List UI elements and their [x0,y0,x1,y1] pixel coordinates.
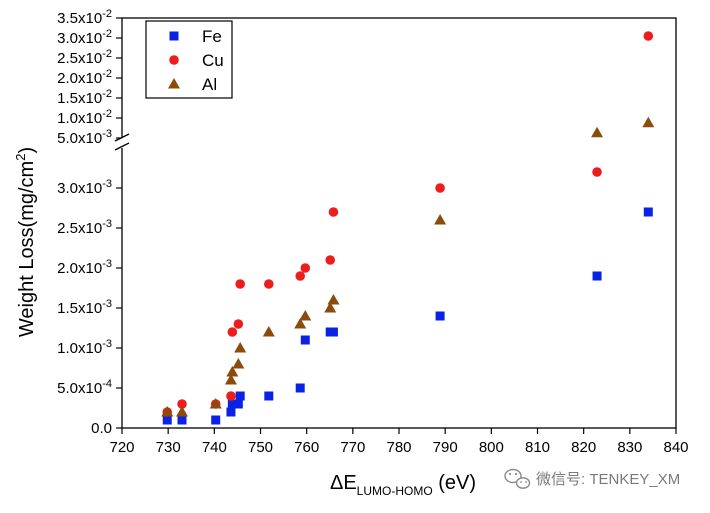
data-point-cu [177,399,187,409]
data-point-al [642,116,655,128]
data-point-cu [295,271,306,281]
data-point-al [161,406,174,417]
y-tick-label: 0.0 [91,420,112,437]
legend-marker-al [168,78,180,89]
data-point-cu [592,167,602,177]
y-tick-label: 2.0x10-3 [57,258,112,277]
data-point-cu [435,183,445,193]
series-fe [162,207,653,425]
y-tick-label: 2.0x10-2 [57,68,112,87]
data-point-cu [643,31,654,41]
series-cu [162,31,654,417]
data-point-fe [295,383,305,393]
data-point-al [327,294,340,305]
x-tick-label: 840 [663,439,688,456]
y-tick-label: 2.5x10-2 [57,48,112,67]
axis-break-mark [114,142,130,151]
data-point-cu [235,279,245,289]
data-point-fe [226,407,236,417]
data-point-fe [643,207,653,217]
data-point-fe [233,399,243,409]
legend: Fe Cu Al [145,20,233,99]
data-point-al [294,318,307,329]
data-point-al [234,342,247,353]
data-point-cu [328,207,339,217]
x-tick-label: 780 [386,439,411,456]
data-point-al [176,406,189,417]
x-axis-title-subscript: LUMO-HOMO [357,484,433,498]
series-al [161,116,655,417]
legend-label-fe: Fe [202,27,222,46]
x-axis-title-unit: (eV) [433,472,476,494]
data-point-al [324,302,337,313]
x-tick-label: 790 [433,439,458,456]
x-tick-label: 810 [525,439,550,456]
legend-label-cu: Cu [202,51,224,70]
data-point-fe [300,335,310,345]
x-tick-label: 720 [109,439,134,456]
data-point-fe [235,391,245,401]
data-point-al [226,366,239,377]
data-point-al [299,310,312,321]
watermark-text: 微信号: TENKEY_XM [536,471,680,488]
x-axis-title-main: ΔE [330,472,357,494]
data-point-al [591,126,604,138]
y-tick-label: 3.0x10-3 [57,178,112,197]
data-point-fe [328,327,338,337]
data-point-fe [162,415,172,425]
data-point-al [232,358,245,369]
data-point-cu [233,319,244,329]
data-point-fe [211,415,221,425]
data-point-fe [264,391,274,401]
y-tick-label: 3.0x10-2 [57,28,112,47]
legend-label-al: Al [202,75,217,94]
data-point-al [434,214,447,225]
y-tick-label: 2.5x10-3 [57,218,112,237]
y-axis-ticks: 0.0 5.0x10-4 1.0x10-3 1.5x10-3 2.0x10-3 2.5x1… [57,8,122,437]
y-axis-title-close: ) [16,147,38,154]
data-point-al [262,326,275,337]
y-axis-title-superscript: 2 [13,154,28,161]
watermark: 微信号: TENKEY_XM [504,468,680,489]
x-tick-label: 770 [340,439,365,456]
data-point-cu [226,391,236,401]
legend-marker-fe [169,31,179,41]
data-point-cu [264,279,274,289]
x-tick-label: 800 [479,439,504,456]
y-axis-title-main: Weight Loss(mg/cm [16,161,38,337]
x-tick-label: 820 [571,439,596,456]
y-tick-label: 3.5x10-2 [57,8,112,27]
wechat-icon [504,468,531,489]
data-point-fe [592,271,602,281]
data-point-cu [300,263,311,273]
data-point-cu [227,327,238,337]
x-axis-title: ΔELUMO-HOMO (eV) [330,472,476,498]
data-point-al [209,398,222,409]
x-tick-label: 750 [248,439,273,456]
axis-break-gap [116,138,128,148]
x-tick-label: 760 [294,439,319,456]
y-tick-label: 1.5x10-3 [57,298,112,317]
legend-marker-cu [169,55,179,65]
x-tick-label: 830 [617,439,642,456]
x-tick-label: 730 [156,439,181,456]
data-points [161,31,655,425]
legend-box [145,20,233,99]
y-tick-label: 5.0x10-4 [57,378,112,397]
data-point-fe [177,415,187,425]
x-axis-ticks: 720 730 740 750 760 770 780 790 800 810 820 830 840 [109,428,689,456]
y-tick-label: 1.5x10-2 [57,88,112,107]
data-point-al [224,374,237,385]
data-point-fe [227,399,237,409]
data-point-fe [435,311,445,321]
y-tick-label: 1.0x10-2 [57,108,112,127]
data-point-cu [325,255,336,265]
y-tick-label: 5.0x10-3 [57,128,112,147]
x-tick-label: 740 [202,439,227,456]
y-axis-title: Weight Loss(mg/cm2) [13,147,38,337]
y-tick-label: 1.0x10-3 [57,338,112,357]
